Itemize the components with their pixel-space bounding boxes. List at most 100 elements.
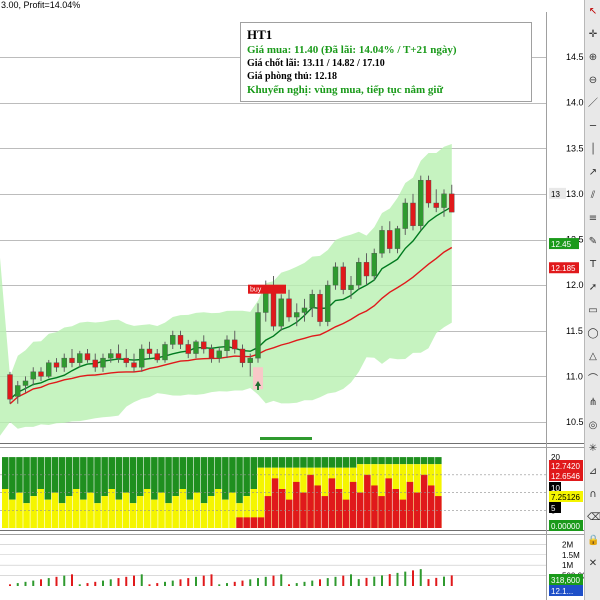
lock-icon[interactable]: 🔒 xyxy=(587,535,600,546)
indicator-badge-10: 10 xyxy=(551,484,560,493)
candle[interactable] xyxy=(232,339,238,350)
indicator-bar-red xyxy=(300,492,307,528)
ray-icon[interactable]: ↗ xyxy=(588,167,598,178)
candle[interactable] xyxy=(193,341,199,354)
candle[interactable] xyxy=(348,284,354,290)
crosshair-icon[interactable]: ✛ xyxy=(588,29,598,40)
candle[interactable] xyxy=(301,307,308,313)
triangle-icon[interactable]: △ xyxy=(589,351,597,362)
zoom-in-icon[interactable]: ⊕ xyxy=(588,52,598,63)
candle[interactable] xyxy=(22,380,29,386)
candle[interactable] xyxy=(278,298,284,327)
candle[interactable] xyxy=(131,362,137,368)
indicator-bar-green xyxy=(30,457,37,497)
candle[interactable] xyxy=(286,298,292,318)
candle[interactable] xyxy=(84,353,91,361)
candle[interactable] xyxy=(208,348,215,359)
candle[interactable] xyxy=(115,353,122,359)
buy-price-line: Giá mua: 11.40 (Đã lãi: 14.04% / T+21 ng… xyxy=(247,44,457,56)
line-icon[interactable]: ／ xyxy=(588,98,598,109)
hline-icon[interactable]: ─ xyxy=(589,121,597,132)
candle[interactable] xyxy=(356,262,362,286)
volume-bar xyxy=(171,580,174,586)
magnet-icon[interactable]: ∩ xyxy=(589,489,597,500)
candle[interactable] xyxy=(46,362,52,377)
pen-icon[interactable]: ✎ xyxy=(588,236,598,247)
volume-bar xyxy=(249,579,252,586)
channel-icon[interactable]: ⫽ xyxy=(590,190,596,201)
candle[interactable] xyxy=(69,357,75,363)
volume-bar xyxy=(24,581,27,586)
candle[interactable] xyxy=(317,294,323,322)
text-icon[interactable]: T xyxy=(589,259,597,270)
candle[interactable] xyxy=(402,202,408,229)
candle[interactable] xyxy=(410,202,416,227)
volume-bar xyxy=(365,577,368,586)
candle[interactable] xyxy=(224,339,230,352)
volume-bar xyxy=(71,574,73,586)
eraser-icon[interactable]: ⌫ xyxy=(587,512,600,523)
candle[interactable] xyxy=(100,357,106,368)
candle[interactable] xyxy=(441,193,447,208)
candle[interactable] xyxy=(146,348,153,354)
indicator-bar-yellow xyxy=(115,499,123,528)
candle[interactable] xyxy=(154,353,160,361)
candle[interactable] xyxy=(309,294,315,309)
cursor-icon[interactable]: ↖ xyxy=(588,6,598,17)
candle[interactable] xyxy=(38,371,44,377)
candle[interactable] xyxy=(449,193,455,213)
candle[interactable] xyxy=(387,230,393,249)
volume-bar xyxy=(303,581,306,586)
volume-bar xyxy=(342,575,345,586)
cycle-icon[interactable]: ◎ xyxy=(588,420,598,431)
indicator-bar-green xyxy=(357,457,364,465)
candle[interactable] xyxy=(162,344,168,361)
candle[interactable] xyxy=(7,374,13,400)
volume-bar xyxy=(164,581,166,586)
fib-icon[interactable]: ≡ xyxy=(588,213,598,224)
candle[interactable] xyxy=(123,357,129,363)
candle[interactable] xyxy=(92,359,98,368)
candle[interactable] xyxy=(177,335,184,345)
candle[interactable] xyxy=(247,357,253,363)
candle[interactable] xyxy=(170,335,176,345)
gann-icon[interactable]: ✳ xyxy=(588,443,598,454)
pitchfork-icon[interactable]: ⋔ xyxy=(588,397,598,408)
candle[interactable] xyxy=(332,266,339,286)
candle[interactable] xyxy=(425,179,432,204)
candle[interactable] xyxy=(201,341,207,350)
trash-icon[interactable]: ✕ xyxy=(588,558,598,569)
candle[interactable] xyxy=(379,230,385,254)
current-price-badge: 13 xyxy=(551,190,560,199)
candle[interactable] xyxy=(340,266,346,290)
candle[interactable] xyxy=(433,202,439,208)
candle[interactable] xyxy=(77,353,83,363)
candle[interactable] xyxy=(294,312,300,318)
ellipse-icon[interactable]: ◯ xyxy=(587,328,599,339)
candle[interactable] xyxy=(15,385,21,397)
candle[interactable] xyxy=(394,228,401,249)
candle[interactable] xyxy=(53,362,60,368)
candle[interactable] xyxy=(255,312,261,359)
arrow-icon[interactable]: ➚ xyxy=(588,282,598,293)
candle[interactable] xyxy=(270,289,277,327)
candle[interactable] xyxy=(185,344,191,354)
candle[interactable] xyxy=(216,350,222,359)
volume-bar xyxy=(435,577,438,586)
arc-icon[interactable]: ⌒ xyxy=(588,374,598,385)
price-tick-label: 11.5 xyxy=(566,326,583,336)
candle[interactable] xyxy=(108,353,114,359)
candle[interactable] xyxy=(30,371,36,380)
rect-icon[interactable]: ▭ xyxy=(588,305,598,316)
candle[interactable] xyxy=(363,262,370,277)
measure-icon[interactable]: ⊿ xyxy=(588,466,598,477)
candle[interactable] xyxy=(371,252,377,277)
candle[interactable] xyxy=(139,348,145,368)
vline-icon[interactable]: │ xyxy=(589,144,597,155)
indicator-bar-yellow xyxy=(9,499,16,528)
zoom-out-icon[interactable]: ⊖ xyxy=(588,75,598,86)
candle[interactable] xyxy=(325,284,331,322)
candle[interactable] xyxy=(418,179,424,227)
candle[interactable] xyxy=(61,357,67,368)
candle[interactable] xyxy=(239,348,246,363)
